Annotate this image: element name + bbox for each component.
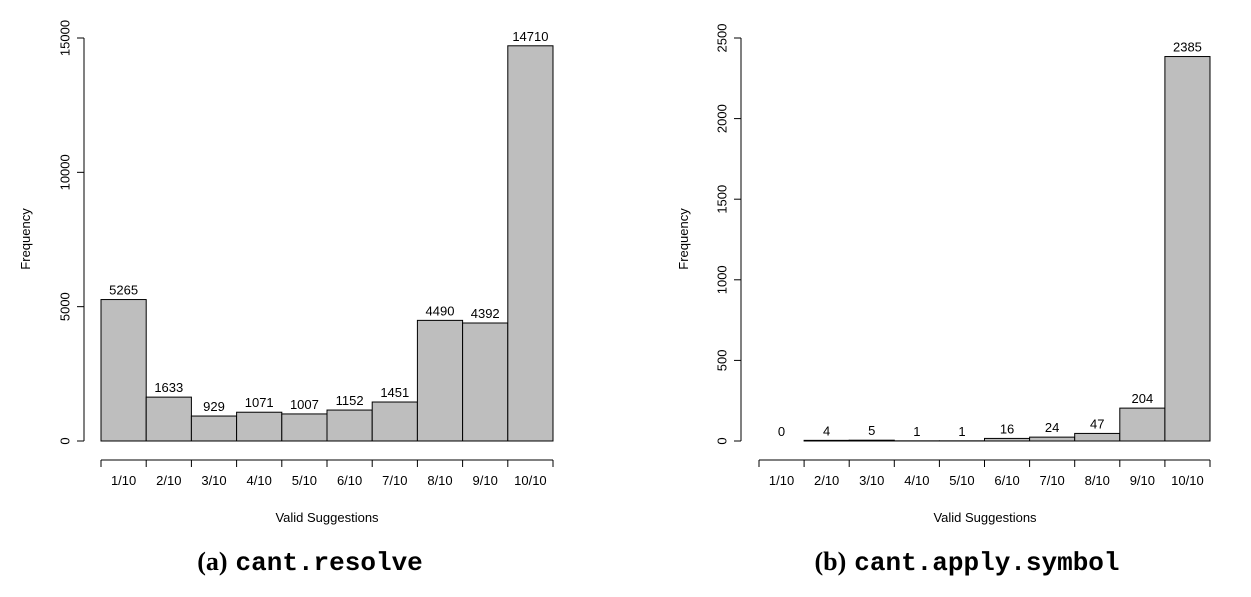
bar	[1119, 407, 1166, 442]
bar	[145, 396, 192, 442]
bar	[100, 299, 147, 442]
y-tick-label: 1500	[714, 185, 729, 214]
bar	[326, 409, 373, 442]
x-tick-label: 7/10	[382, 473, 407, 488]
bar-value-label: 1633	[154, 380, 183, 395]
bar	[848, 439, 895, 442]
y-tick-label: 2500	[714, 24, 729, 53]
x-tick-label: 9/10	[473, 473, 498, 488]
bar-value-label: 24	[1045, 420, 1059, 435]
x-tick-label: 6/10	[994, 473, 1019, 488]
subfigure-caption: (a) cant.resolve	[197, 547, 423, 578]
bar	[1074, 432, 1121, 442]
x-tick-label: 5/10	[949, 473, 974, 488]
x-tick-label: 2/10	[156, 473, 181, 488]
x-tick-label: 3/10	[859, 473, 884, 488]
y-tick-label: 500	[714, 350, 729, 372]
y-tick-label: 1000	[714, 265, 729, 294]
subfigure-caption: (b) cant.apply.symbol	[814, 547, 1119, 578]
y-tick-label: 0	[57, 437, 72, 444]
x-tick-label: 1/10	[769, 473, 794, 488]
y-tick-label: 15000	[57, 20, 72, 56]
y-tick-label: 2000	[714, 104, 729, 133]
bar	[984, 437, 1031, 442]
y-tick-label: 5000	[57, 292, 72, 321]
y-tick-label: 0	[714, 437, 729, 444]
bar-value-label: 4392	[471, 306, 500, 321]
x-tick-label: 8/10	[1085, 473, 1110, 488]
bar	[281, 413, 328, 442]
x-tick-label: 10/10	[1171, 473, 1204, 488]
bar-value-label: 14710	[512, 29, 548, 44]
x-tick-label: 5/10	[292, 473, 317, 488]
chart-panel-a: 0 5000 10000 15000 5265 1/10 1633 2/10 929 3/10 10…	[18, 20, 554, 578]
bar-value-label: 1071	[245, 395, 274, 410]
bar	[462, 322, 509, 442]
bar-value-label: 2385	[1173, 40, 1202, 55]
x-tick-label: 10/10	[514, 473, 547, 488]
x-tick-label: 2/10	[814, 473, 839, 488]
x-tick-label: 8/10	[427, 473, 452, 488]
x-tick-label: 4/10	[904, 473, 929, 488]
x-tick-label: 9/10	[1130, 473, 1155, 488]
bar	[416, 319, 464, 442]
y-axis-title: Frequency	[18, 208, 33, 270]
caption-prefix: (a)	[197, 547, 227, 576]
y-tick-label: 10000	[57, 154, 72, 190]
bar-value-label: 47	[1090, 416, 1104, 431]
x-axis-title: Valid Suggestions	[933, 510, 1037, 525]
bar	[371, 401, 418, 442]
bar-value-label: 16	[1000, 421, 1014, 436]
x-tick-label: 4/10	[247, 473, 272, 488]
x-axis-title: Valid Suggestions	[275, 510, 379, 525]
bar	[803, 439, 850, 442]
caption-code: cant.apply.symbol	[854, 548, 1119, 578]
bar	[1164, 56, 1211, 442]
bar-value-label: 204	[1131, 391, 1153, 406]
bar-value-label: 1451	[380, 385, 409, 400]
bar-value-label: 5	[868, 423, 875, 438]
x-tick-label: 6/10	[337, 473, 362, 488]
bar-value-label: 4	[823, 423, 830, 438]
y-axis-title: Frequency	[676, 208, 691, 270]
bar-value-label: 0	[778, 424, 785, 439]
bar-value-label: 4490	[426, 303, 455, 318]
caption-code: cant.resolve	[236, 548, 423, 578]
bar	[190, 415, 238, 442]
bar-value-label: 1007	[290, 397, 319, 412]
bar	[507, 45, 554, 442]
caption-prefix: (b)	[814, 547, 846, 576]
bar	[1029, 436, 1076, 442]
x-tick-label: 7/10	[1039, 473, 1064, 488]
bar-value-label: 929	[203, 399, 225, 414]
bar	[236, 411, 283, 442]
chart-panel-b: 0 500 1000 1500 2000 2500 0 1/10 4 2/10 5 3/10 1 4/10…	[676, 24, 1211, 578]
x-tick-label: 1/10	[111, 473, 136, 488]
bar-value-label: 5265	[109, 283, 138, 298]
bar-value-label: 1	[958, 424, 965, 439]
bar-value-label: 1152	[336, 393, 364, 408]
x-tick-label: 3/10	[201, 473, 226, 488]
bar-value-label: 1	[913, 424, 920, 439]
